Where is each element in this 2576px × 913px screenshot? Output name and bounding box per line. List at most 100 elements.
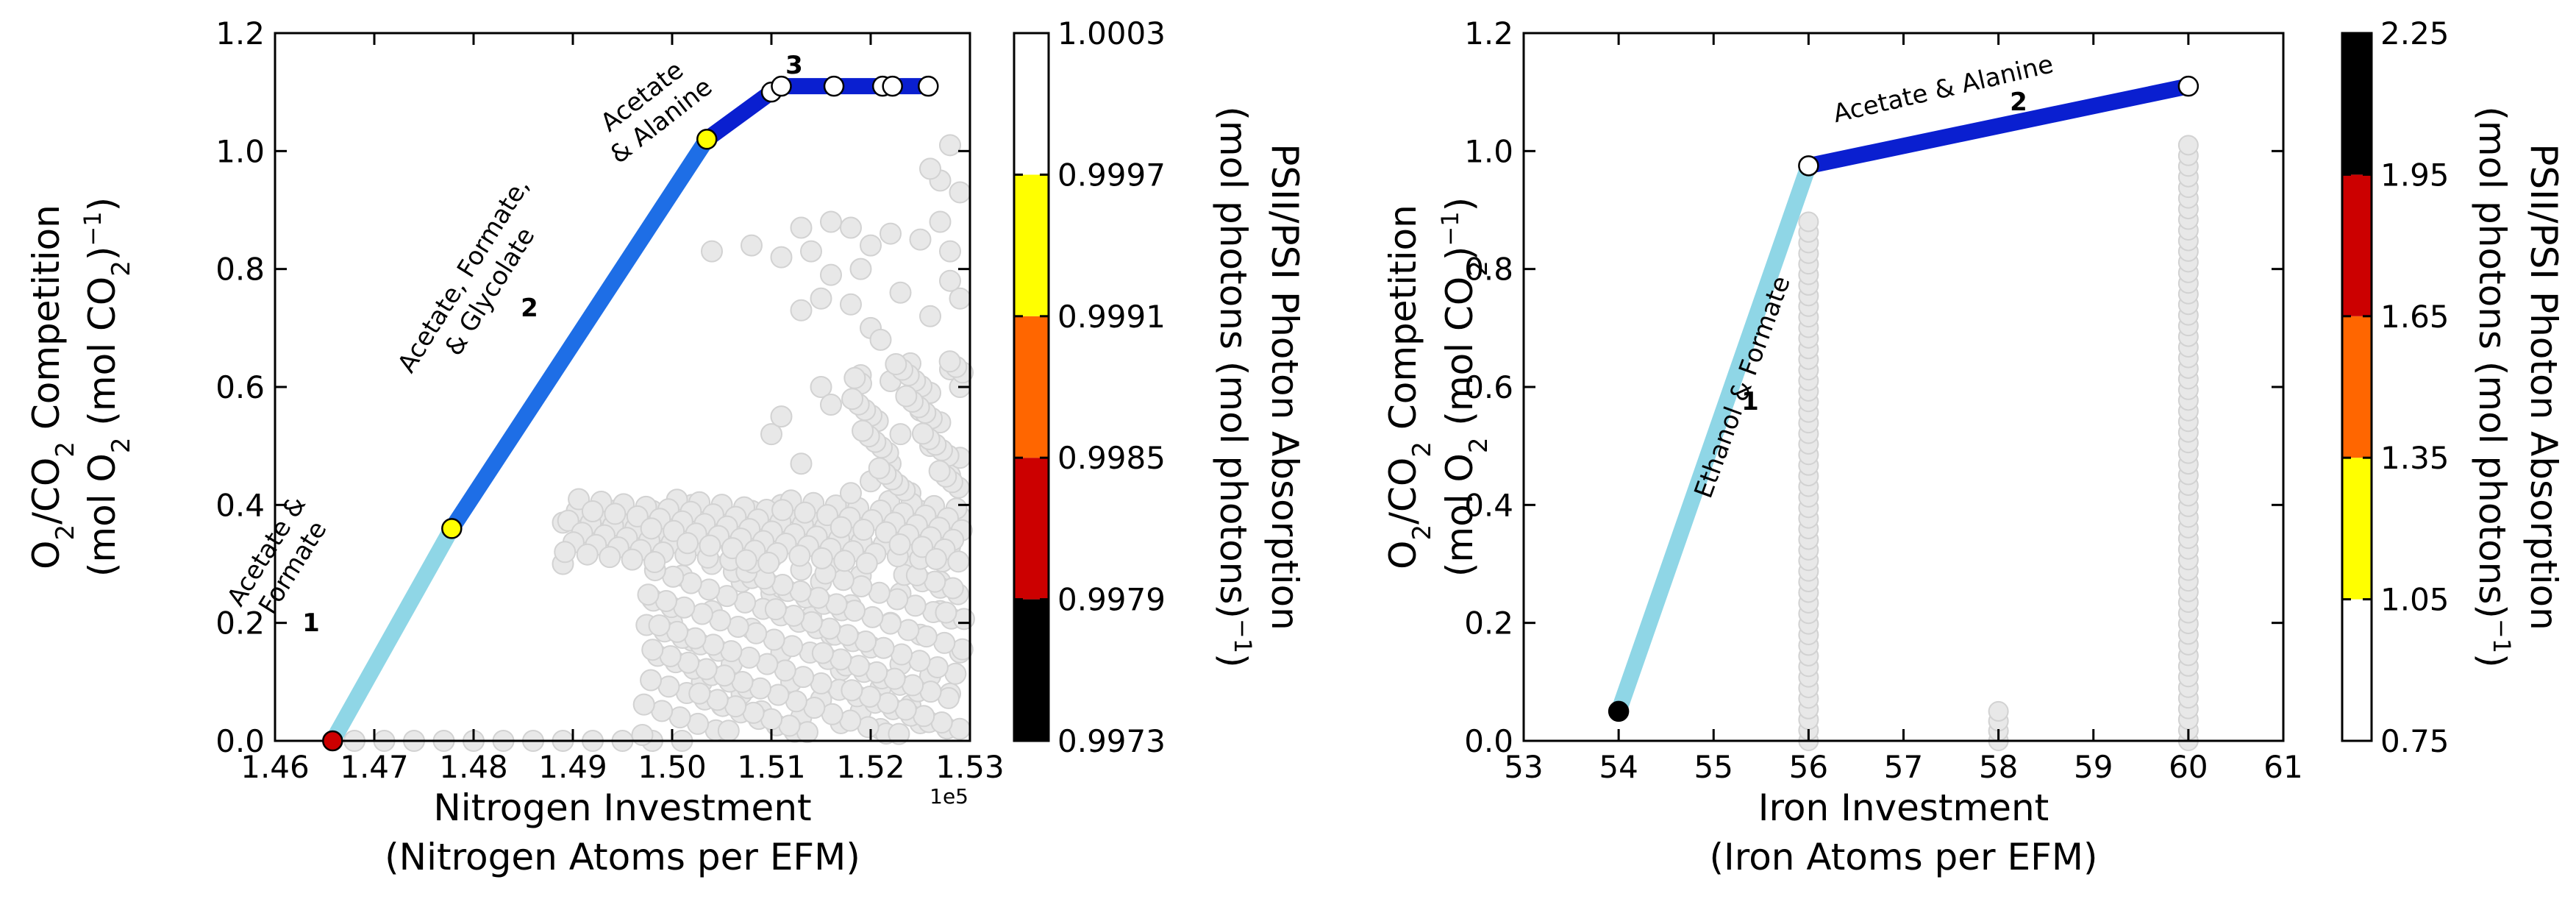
- frontier-point: [441, 518, 463, 539]
- right-colorbar: 0.75 1.05 1.35 1.65 1.95 2.25 PSII/PSI Photon …: [2341, 15, 2565, 759]
- frontier-points: [322, 75, 939, 752]
- background-point: [770, 246, 793, 269]
- colorbar-tick-label: 0.9997: [1057, 157, 1166, 193]
- background-point: [841, 388, 864, 411]
- background-point: [852, 519, 875, 541]
- x-tick-label: 56: [1789, 749, 1828, 785]
- x-axis-subtitle: (Iron Atoms per EFM): [1709, 836, 2097, 878]
- background-point: [790, 452, 813, 475]
- background-point: [581, 500, 604, 522]
- background-point: [855, 552, 878, 575]
- x-tick-label: 53: [1504, 749, 1543, 785]
- y-tick-label: 0.0: [1464, 723, 1513, 759]
- colorbar-tick-label: 1.05: [2380, 582, 2450, 618]
- y-tick-label: 0.6: [1464, 369, 1513, 405]
- x-axis: 53 54 55 56 57 58 59 60 61: [1504, 33, 2303, 785]
- colorbar-tick-label: 0.75: [2380, 723, 2450, 759]
- background-point: [810, 547, 833, 569]
- y-tick-label: 0.8: [215, 252, 265, 288]
- frontier-point: [771, 75, 792, 97]
- y-tick-label: 1.0: [215, 133, 265, 169]
- y-tick-label: 0.8: [1464, 252, 1513, 288]
- background-point: [735, 549, 757, 572]
- background-point: [935, 601, 957, 624]
- background-point: [788, 544, 811, 567]
- background-point: [1988, 700, 2009, 722]
- background-point: [888, 533, 911, 555]
- colorbar-band: [2342, 33, 2372, 175]
- background-point: [841, 679, 863, 702]
- x-tick-label: 1.52: [836, 749, 905, 785]
- x-tick-label: 55: [1694, 749, 1733, 785]
- background-point: [939, 134, 961, 157]
- left-colorbar: 0.9973 0.9979 0.9985 0.9991 0.9997 1.0003 PSII…: [1013, 15, 1306, 759]
- background-point: [741, 234, 763, 257]
- background-point: [869, 328, 892, 351]
- background-point: [641, 639, 664, 661]
- background-point: [701, 240, 723, 263]
- y-tick-label: 1.0: [1464, 133, 1513, 169]
- colorbar-band: [2342, 599, 2372, 741]
- background-point: [840, 293, 862, 316]
- background-points: [1798, 135, 2199, 751]
- colorbar-band: [2342, 316, 2372, 458]
- colorbar-tick-label: 0.9991: [1057, 299, 1166, 335]
- background-point: [939, 240, 961, 263]
- background-point: [816, 504, 838, 527]
- frontier-point: [2177, 75, 2199, 97]
- background-point: [849, 257, 872, 280]
- segment-1-number: 1: [302, 608, 320, 638]
- colorbar-band: [1014, 316, 1049, 458]
- segment-2-label: Acetate, Formate,& Glycolate: [392, 173, 562, 394]
- frontier-segment-1: [1610, 163, 1816, 714]
- background-point: [919, 305, 941, 327]
- colorbar-tick-label: 1.65: [2380, 299, 2450, 335]
- background-point: [840, 482, 862, 505]
- colorbar-title: PSII/PSI Photon Absorption(mol photons (…: [2471, 106, 2565, 667]
- y-tick-label: 1.2: [1464, 15, 1513, 51]
- background-point: [676, 532, 699, 555]
- frontier-points: [1608, 75, 2199, 722]
- x-axis-title: Nitrogen Investment: [433, 786, 811, 829]
- background-point: [889, 281, 912, 304]
- background-point: [576, 543, 599, 566]
- frontier-segment-2: [445, 135, 714, 533]
- segment-2-number: 2: [521, 294, 538, 323]
- background-point: [568, 488, 591, 511]
- frontier-segment-1: [325, 525, 459, 745]
- segment-2-number: 2: [2010, 88, 2027, 117]
- background-point: [760, 423, 782, 446]
- segment-3-number: 3: [785, 51, 803, 80]
- colorbar-tick-label: 1.0003: [1057, 15, 1166, 51]
- background-point: [811, 642, 834, 664]
- background-point: [721, 537, 743, 560]
- colorbar-band: [2342, 174, 2372, 316]
- background-point: [820, 394, 842, 416]
- background-point: [852, 419, 874, 442]
- background-point: [909, 228, 932, 251]
- background-point: [771, 499, 794, 522]
- colorbar-band: [1014, 458, 1049, 600]
- background-point: [557, 509, 579, 532]
- background-point: [717, 720, 740, 742]
- x-tick-label: 1.50: [638, 749, 707, 785]
- background-point: [843, 366, 866, 389]
- background-point: [637, 583, 660, 606]
- background-point: [810, 376, 832, 398]
- background-point: [929, 210, 952, 233]
- background-point: [939, 269, 961, 292]
- colorbar-tick-label: 2.25: [2380, 15, 2450, 51]
- x-tick-label: 57: [1884, 749, 1923, 785]
- x-tick-label: 1.53: [935, 749, 1005, 785]
- frontier-point: [1798, 155, 1819, 177]
- x-tick-label: 60: [2169, 749, 2208, 785]
- background-point: [699, 534, 721, 557]
- x-tick-label: 1.48: [439, 749, 508, 785]
- x-tick-label: 58: [1979, 749, 2018, 785]
- colorbar-frame: [2341, 32, 2373, 742]
- background-point: [874, 521, 897, 544]
- background-point: [949, 181, 971, 204]
- background-point: [554, 541, 577, 564]
- background-point: [648, 614, 671, 637]
